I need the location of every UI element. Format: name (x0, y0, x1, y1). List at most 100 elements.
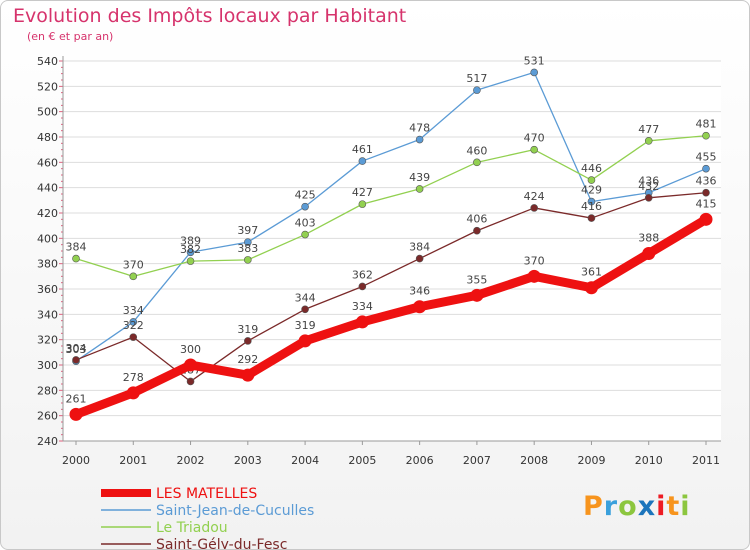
data-label: 416 (581, 200, 602, 213)
data-point (244, 238, 252, 246)
data-label: 432 (638, 180, 659, 193)
data-point (473, 226, 481, 235)
x-tick-label: 2005 (348, 454, 376, 467)
chart-title: Evolution des Impôts locaux par Habitant (13, 5, 407, 27)
logo-letter: i (680, 491, 691, 522)
y-tick-label: 520 (37, 80, 58, 93)
data-point (587, 176, 596, 184)
data-label: 427 (352, 186, 373, 199)
logo-letter: x (637, 491, 657, 522)
data-point (644, 137, 653, 145)
data-label: 403 (295, 217, 316, 230)
data-label: 319 (295, 319, 316, 332)
data-point (301, 305, 309, 314)
data-point (587, 214, 596, 222)
legend-label: LES MATELLES (156, 486, 257, 502)
data-point (358, 157, 367, 165)
data-point (642, 247, 656, 261)
x-tick-label: 2003 (234, 454, 262, 467)
data-label: 370 (123, 258, 144, 271)
data-point (415, 135, 424, 144)
data-label: 446 (581, 162, 602, 175)
data-label: 261 (66, 392, 87, 405)
data-point (186, 377, 195, 386)
data-label: 436 (696, 175, 717, 188)
y-tick-label: 260 (37, 410, 58, 423)
x-tick-label: 2010 (635, 454, 663, 467)
data-label: 303 (66, 343, 87, 356)
data-point (129, 272, 138, 281)
y-tick-label: 460 (37, 156, 58, 169)
data-point (530, 145, 538, 154)
y-tick-label: 300 (37, 359, 58, 372)
y-tick-label: 440 (37, 182, 58, 195)
y-tick-label: 240 (37, 435, 58, 448)
data-label: 517 (466, 72, 487, 85)
data-point (644, 194, 653, 202)
x-tick-label: 2009 (577, 454, 605, 467)
data-label: 344 (295, 291, 316, 304)
x-tick-label: 2007 (463, 454, 491, 467)
data-label: 278 (123, 371, 144, 384)
data-label: 322 (123, 319, 144, 332)
logo-letter: P (583, 491, 604, 522)
x-tick-label: 2001 (119, 454, 147, 467)
data-label: 425 (295, 189, 316, 202)
data-label: 406 (466, 213, 487, 226)
data-label: 531 (524, 54, 545, 67)
data-point (244, 256, 252, 264)
data-point (241, 368, 255, 382)
data-point (702, 188, 710, 197)
data-point (184, 358, 198, 372)
logo-letter: r (603, 491, 619, 522)
data-label: 439 (409, 171, 430, 184)
data-point (702, 131, 710, 140)
data-point (186, 248, 195, 257)
data-label: 346 (409, 285, 430, 298)
data-label: 370 (524, 254, 545, 267)
data-label: 429 (581, 184, 602, 197)
y-tick-label: 420 (37, 207, 58, 220)
data-label: 383 (237, 242, 258, 255)
data-label: 334 (352, 300, 373, 313)
data-point (530, 204, 538, 212)
x-tick-label: 2006 (406, 454, 434, 467)
data-point (584, 281, 598, 295)
data-point (413, 300, 427, 314)
data-label: 334 (123, 304, 144, 317)
data-label: 304 (66, 342, 87, 355)
data-point (355, 315, 369, 329)
x-tick-label: 2002 (177, 454, 205, 467)
data-label: 384 (66, 241, 87, 254)
data-point (470, 288, 484, 302)
data-label: 470 (524, 132, 545, 145)
data-label: 389 (180, 234, 201, 247)
data-point (301, 202, 309, 211)
data-point (69, 407, 83, 421)
data-point (530, 68, 538, 77)
y-tick-label: 360 (37, 283, 58, 296)
data-label: 397 (237, 224, 258, 237)
data-point (699, 212, 713, 226)
data-point (415, 254, 424, 263)
data-point (415, 185, 424, 193)
logo-letter: t (666, 491, 681, 522)
data-point (527, 269, 541, 283)
data-label: 455 (696, 151, 717, 164)
x-tick-label: 2000 (62, 454, 90, 467)
data-point (358, 282, 367, 291)
data-label: 460 (466, 144, 487, 157)
data-label: 424 (524, 190, 545, 203)
data-label: 415 (696, 197, 717, 210)
data-point (587, 197, 596, 206)
data-label: 478 (409, 122, 430, 135)
data-point (473, 86, 481, 94)
x-tick-label: 2008 (520, 454, 548, 467)
data-point (72, 356, 80, 364)
data-label: 481 (696, 118, 717, 131)
y-tick-label: 340 (37, 308, 58, 321)
data-point (129, 333, 138, 341)
data-label: 388 (638, 232, 659, 245)
data-label: 384 (409, 241, 430, 254)
